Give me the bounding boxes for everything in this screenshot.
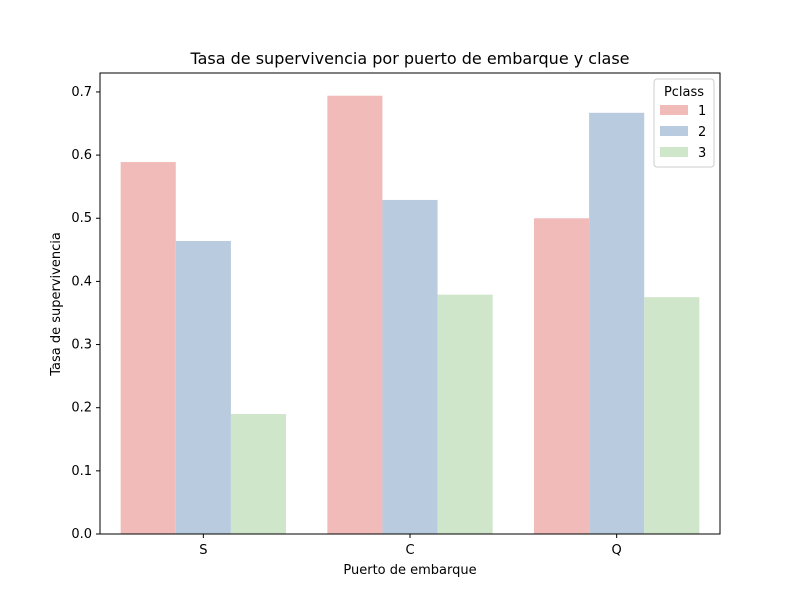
x-tick-label: C	[405, 543, 414, 558]
bar-S-class-3	[230, 414, 286, 534]
bar-C-class-1	[327, 95, 383, 534]
y-tick-label: 0.6	[71, 148, 92, 163]
y-tick-label: 0.1	[71, 464, 92, 479]
bar-C-class-2	[382, 199, 438, 535]
bar-Q-class-1	[534, 218, 590, 534]
bar-S-class-2	[175, 240, 231, 534]
legend-items: 1 2 3	[660, 104, 706, 161]
y-axis-label: Tasa de supervivencia	[49, 232, 64, 377]
x-tick-label: S	[199, 543, 207, 558]
x-tick-label: Q	[612, 543, 622, 558]
legend-label-2: 2	[698, 125, 706, 140]
chart-title: Tasa de supervivencia por puerto de emba…	[189, 49, 629, 68]
x-axis-label: Puerto de embarque	[343, 563, 476, 578]
legend-title: Pclass	[664, 85, 704, 100]
legend-label-3: 3	[698, 146, 706, 161]
legend-swatch-3	[660, 147, 688, 157]
y-tick-label: 0.5	[71, 211, 92, 226]
legend-swatch-2	[660, 126, 688, 136]
legend-swatch-1	[660, 105, 688, 115]
y-tick-label: 0.2	[71, 401, 92, 416]
plot-area: 0.0 0.1 0.2 0.3 0.4 0.5 0.6 0.7 S C Q	[71, 72, 721, 558]
legend-frame	[653, 78, 715, 168]
y-tick-label: 0.0	[71, 527, 92, 542]
y-tick-label: 0.4	[71, 274, 92, 289]
legend-label-1: 1	[698, 104, 706, 119]
bar-Q-class-2	[589, 112, 645, 534]
bar-Q-class-3	[644, 297, 700, 534]
y-tick-label: 0.3	[71, 338, 92, 353]
bar-S-class-1	[120, 162, 176, 534]
bar-C-class-3	[437, 294, 493, 534]
legend: Pclass 1 2 3	[653, 78, 715, 168]
y-tick-label: 0.7	[71, 85, 92, 100]
